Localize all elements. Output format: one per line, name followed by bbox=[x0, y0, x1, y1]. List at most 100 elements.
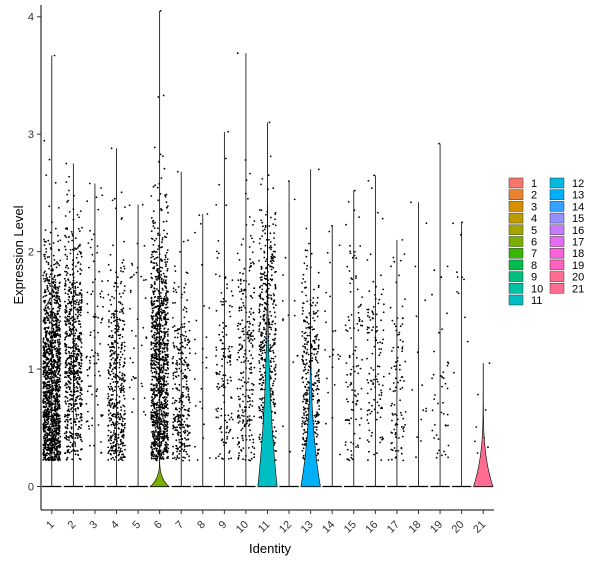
data-point bbox=[122, 270, 124, 273]
data-point bbox=[160, 402, 163, 404]
data-point bbox=[58, 389, 61, 391]
data-point bbox=[161, 259, 164, 262]
data-point bbox=[42, 319, 45, 322]
data-point bbox=[151, 356, 154, 359]
data-point bbox=[151, 441, 153, 444]
data-point bbox=[176, 170, 179, 173]
data-point bbox=[107, 439, 110, 441]
data-point bbox=[49, 349, 52, 352]
data-point bbox=[215, 346, 218, 349]
data-point bbox=[216, 250, 218, 253]
data-point bbox=[188, 455, 190, 458]
data-point bbox=[119, 387, 121, 390]
data-point bbox=[162, 280, 164, 283]
data-point bbox=[64, 420, 67, 423]
data-point bbox=[58, 394, 61, 396]
data-point bbox=[141, 203, 144, 206]
data-point bbox=[162, 390, 165, 392]
data-point bbox=[166, 400, 169, 402]
data-point bbox=[54, 331, 56, 334]
data-point bbox=[57, 437, 60, 439]
data-point bbox=[91, 290, 94, 293]
data-point bbox=[183, 286, 186, 289]
data-point bbox=[264, 244, 267, 247]
data-point bbox=[263, 306, 266, 309]
data-point bbox=[79, 403, 82, 406]
data-point bbox=[54, 262, 57, 265]
data-point bbox=[219, 370, 221, 373]
data-point bbox=[52, 456, 54, 458]
data-point bbox=[160, 413, 163, 416]
data-point bbox=[248, 326, 250, 328]
data-point bbox=[118, 301, 120, 303]
data-point bbox=[151, 238, 154, 240]
data-point bbox=[160, 274, 163, 276]
data-point bbox=[43, 348, 45, 350]
data-point bbox=[55, 430, 58, 432]
data-point bbox=[74, 410, 77, 412]
data-point bbox=[75, 399, 77, 402]
data-point bbox=[154, 356, 157, 359]
data-point bbox=[78, 309, 81, 312]
data-point bbox=[109, 447, 112, 449]
data-point bbox=[70, 422, 72, 425]
data-point bbox=[273, 294, 276, 297]
data-point bbox=[71, 233, 74, 235]
data-point bbox=[111, 402, 114, 405]
data-point bbox=[117, 323, 119, 325]
data-point bbox=[163, 430, 166, 433]
data-point bbox=[160, 246, 162, 249]
data-point bbox=[63, 432, 66, 435]
data-point bbox=[67, 334, 70, 337]
data-point bbox=[50, 408, 52, 411]
data-point bbox=[243, 339, 246, 342]
data-point bbox=[150, 354, 153, 356]
data-point bbox=[86, 200, 89, 203]
data-point bbox=[59, 273, 62, 276]
data-point bbox=[155, 411, 158, 413]
data-point bbox=[166, 318, 169, 321]
data-point bbox=[240, 243, 243, 246]
data-point bbox=[46, 277, 48, 279]
data-point bbox=[71, 458, 74, 461]
data-point bbox=[261, 358, 264, 361]
data-point bbox=[164, 335, 166, 338]
data-point bbox=[258, 311, 261, 314]
data-point bbox=[44, 257, 47, 260]
data-point bbox=[227, 458, 230, 460]
data-point bbox=[181, 396, 184, 398]
data-point bbox=[248, 435, 251, 437]
data-point bbox=[113, 297, 116, 299]
data-point bbox=[242, 330, 245, 333]
data-point bbox=[74, 248, 77, 250]
data-point bbox=[109, 452, 112, 455]
data-point bbox=[57, 302, 59, 305]
data-point bbox=[77, 382, 80, 385]
data-point bbox=[152, 367, 155, 370]
data-point bbox=[109, 404, 111, 407]
data-point bbox=[155, 269, 158, 272]
data-point bbox=[153, 393, 156, 396]
data-point bbox=[140, 275, 143, 278]
data-point bbox=[42, 443, 45, 446]
data-point bbox=[108, 420, 111, 422]
data-point bbox=[176, 388, 179, 391]
data-point bbox=[46, 278, 49, 281]
data-point bbox=[55, 316, 58, 319]
data-point bbox=[80, 346, 83, 349]
data-point bbox=[110, 394, 113, 396]
data-point bbox=[157, 234, 159, 236]
data-point bbox=[187, 425, 189, 428]
data-point bbox=[68, 315, 71, 318]
data-point bbox=[43, 308, 45, 311]
data-point bbox=[113, 430, 115, 432]
data-point bbox=[73, 334, 76, 337]
data-point bbox=[55, 443, 57, 446]
data-point bbox=[165, 427, 167, 430]
data-point bbox=[263, 326, 265, 329]
data-point bbox=[74, 432, 77, 435]
data-point bbox=[114, 340, 117, 343]
data-point bbox=[247, 425, 250, 427]
data-point bbox=[111, 349, 114, 352]
data-point bbox=[186, 453, 189, 456]
